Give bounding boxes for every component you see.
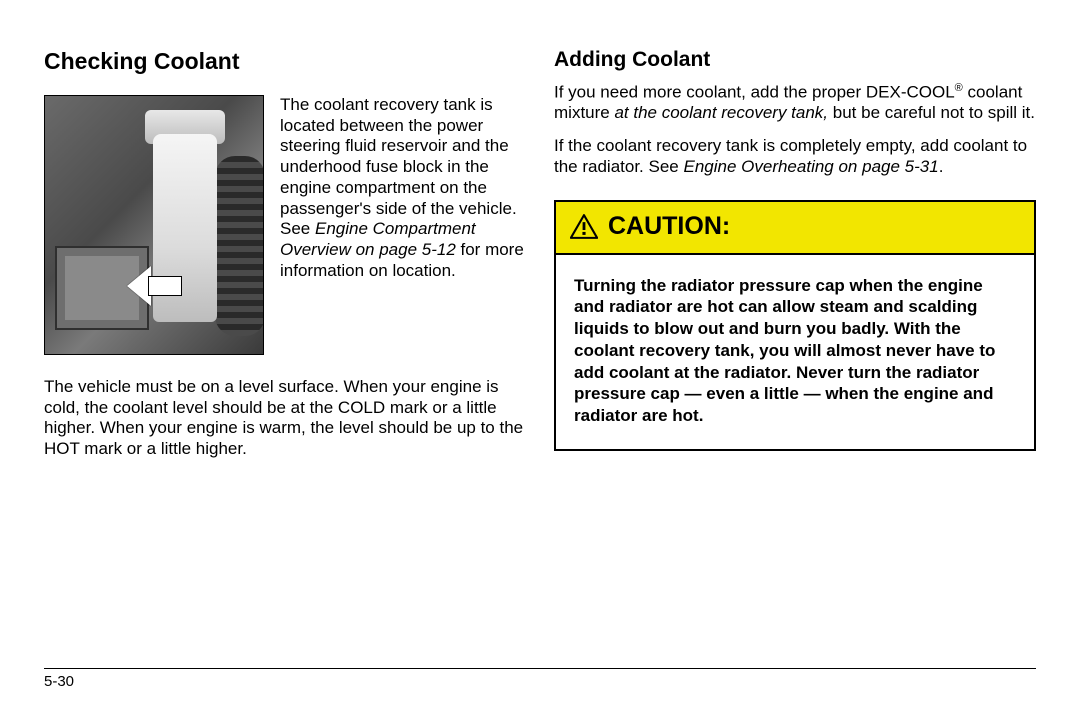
two-column-layout: Checking Coolant The coolant recovery ta… [44, 48, 1036, 638]
adding-coolant-p2: If the coolant recovery tank is complete… [554, 136, 1036, 177]
caption-pre: The coolant recovery tank is located bet… [280, 95, 517, 238]
image-with-text-row: The coolant recovery tank is located bet… [44, 95, 526, 355]
registered-symbol: ® [955, 82, 963, 94]
caution-title: CAUTION: [608, 212, 730, 241]
p1-text-a: If you need more coolant, add the proper… [554, 83, 955, 102]
p2-text-b: . [939, 157, 944, 176]
page-footer: 5-30 [44, 668, 1036, 690]
left-column: Checking Coolant The coolant recovery ta… [44, 48, 526, 638]
footer-rule [44, 668, 1036, 669]
photo-caption-text: The coolant recovery tank is located bet… [280, 95, 526, 355]
p1-text-c: but be careful not to spill it. [828, 103, 1035, 122]
warning-triangle-icon [570, 214, 598, 239]
adding-coolant-heading: Adding Coolant [554, 48, 1036, 72]
adding-coolant-p1: If you need more coolant, add the proper… [554, 82, 1036, 124]
page-number: 5-30 [44, 673, 1036, 690]
checking-coolant-heading: Checking Coolant [44, 48, 526, 75]
caution-callout: CAUTION: Turning the radiator pressure c… [554, 200, 1036, 451]
pointer-arrow-icon [131, 266, 181, 306]
level-surface-paragraph: The vehicle must be on a level surface. … [44, 377, 526, 460]
coolant-tank-photo [44, 95, 264, 355]
caution-header: CAUTION: [556, 202, 1034, 255]
p1-italic: at the coolant recovery tank, [614, 103, 828, 122]
p2-reference: Engine Overheating on page 5-31 [683, 157, 938, 176]
caution-body-text: Turning the radiator pressure cap when t… [556, 255, 1034, 449]
right-column: Adding Coolant If you need more coolant,… [554, 48, 1036, 638]
